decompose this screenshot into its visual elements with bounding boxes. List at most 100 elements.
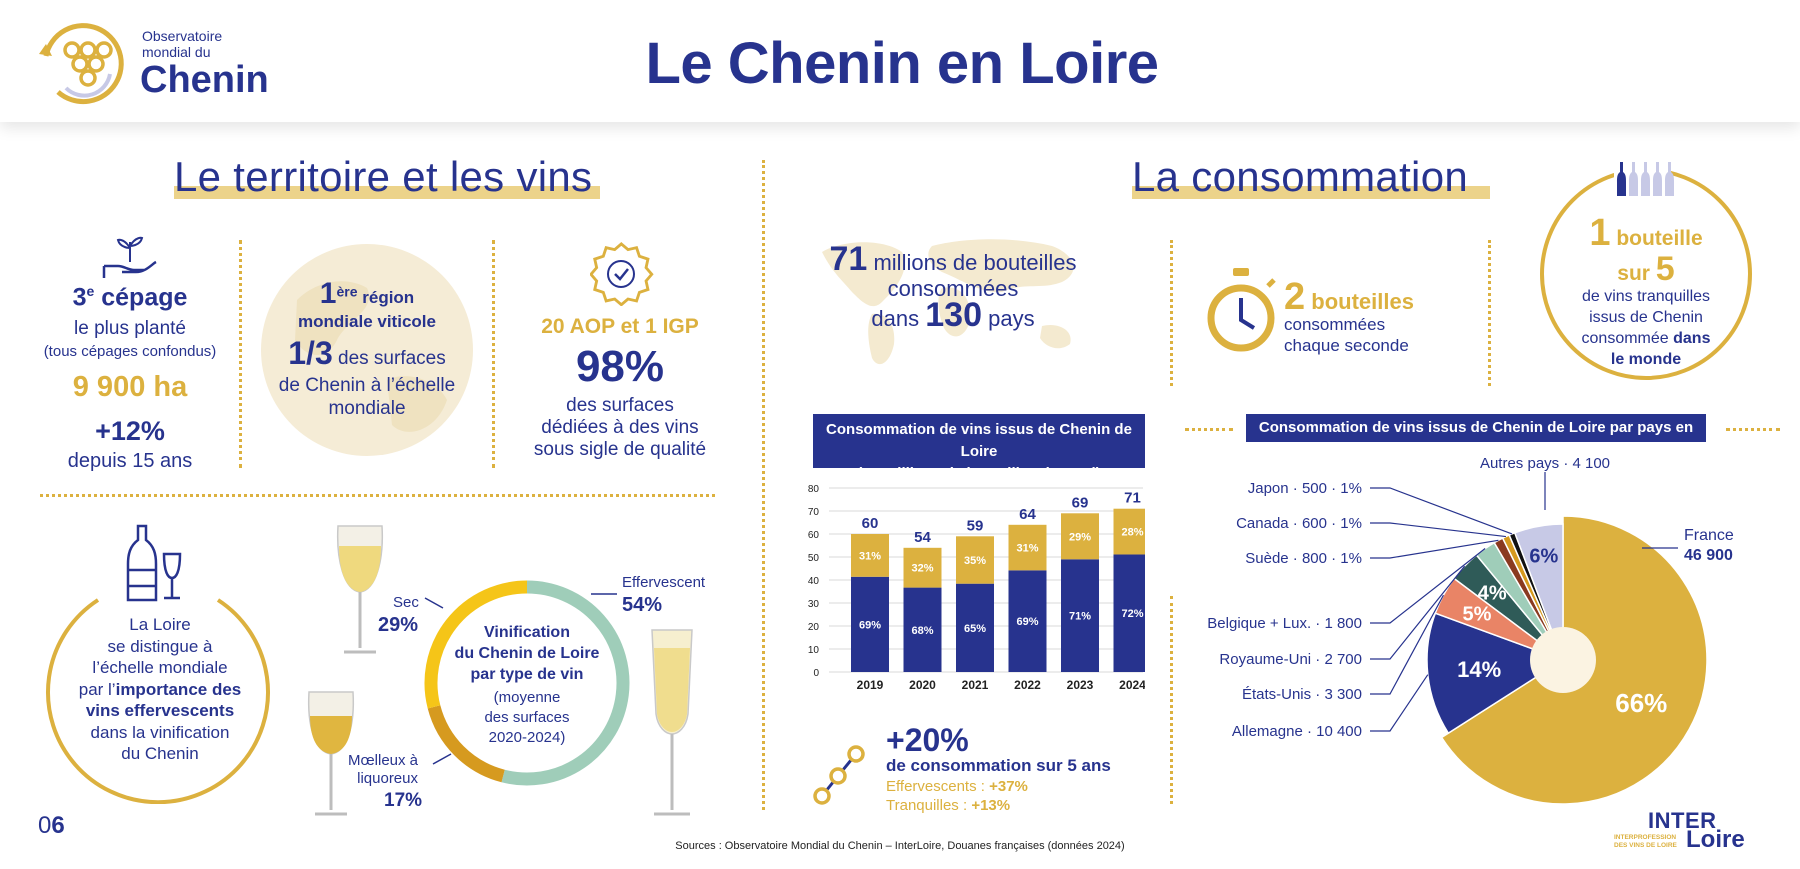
sur-word: sur — [1617, 262, 1650, 285]
sec-label: Sec — [393, 594, 419, 611]
x-tick-label: 2021 — [962, 678, 989, 692]
right-section-title: La consommation — [1132, 153, 1469, 200]
loire-line6: dans la vinification — [90, 722, 230, 742]
bar-pct-label: 29% — [1069, 531, 1091, 543]
bottles-line3: dans 130 pays — [818, 298, 1088, 332]
bar-pct-label: 71% — [1069, 611, 1091, 623]
region-rank-word: région — [362, 288, 415, 307]
countries-num: 130 — [925, 296, 982, 334]
donut-center-sub: (moyenne des surfaces 2020-2024) — [452, 688, 602, 748]
bar-segment-still — [851, 576, 889, 672]
bar-pct-label: 31% — [1016, 543, 1038, 555]
bar-title1: Consommation de vins issus de Chenin de … — [826, 421, 1132, 460]
interloire-sub1: INTERPROFESSION — [1614, 834, 1677, 841]
loire-line4a: par l’ — [78, 679, 116, 699]
world-map-illustration — [822, 239, 1074, 365]
bar-total-label: 64 — [1019, 506, 1036, 523]
growth-tranq-label: Tranquilles : — [886, 797, 972, 814]
pie-leader-line — [1370, 565, 1466, 660]
pie-country-label: Allemagne · 10 400 — [1232, 723, 1362, 740]
bar-segment-sparkling — [1008, 524, 1047, 571]
hand-plant-icon — [102, 236, 157, 278]
vinification-donut-chart — [424, 580, 630, 786]
divider-1 — [239, 240, 242, 468]
per-second-stat: 2 bouteilles — [1284, 276, 1414, 319]
loire-line7: du Chenin — [121, 744, 199, 763]
pie-country-label: Canada · 600 · 1% — [1236, 515, 1362, 532]
bottles-line1: 71 millions de bouteilles — [818, 242, 1088, 276]
growth-eff-value: +37% — [989, 778, 1028, 795]
donut-center2: du Chenin de Loire — [454, 645, 600, 662]
bar-segment-still — [1061, 559, 1099, 672]
one-line3a: consommée — [1581, 330, 1669, 347]
loire-line3: l’échelle mondiale — [92, 658, 228, 677]
white-wine-glass-icon — [336, 525, 384, 654]
sec-value: 29% — [378, 614, 419, 636]
most-planted-label: le plus planté — [74, 318, 186, 339]
y-tick-label: 20 — [808, 622, 820, 633]
bar-segment-sparkling — [956, 536, 994, 584]
moel-label2: liquoreux — [357, 770, 418, 787]
donut-center3: par type de vin — [470, 666, 584, 683]
interloire-sub2: DES VINS DE LOIRE — [1614, 842, 1677, 849]
region-rank-number: 1 — [319, 277, 337, 310]
divider-5 — [1170, 596, 1173, 804]
sparkling-glass-icon — [651, 629, 693, 816]
loire-line5: vins effervescents — [85, 701, 235, 720]
stopwatch-icon — [1207, 268, 1276, 352]
logo-line1: Observatoire — [142, 28, 223, 44]
share-world: mondiale — [328, 398, 406, 419]
x-tick-label: 2020 — [909, 678, 936, 692]
divider-2 — [492, 240, 495, 468]
pie-leader-line — [1370, 548, 1486, 624]
donut-center5: des surfaces — [484, 709, 570, 726]
y-tick-label: 70 — [808, 507, 820, 518]
pie-pct-label: 4% — [1478, 582, 1507, 604]
bar-total-label: 71 — [1124, 490, 1141, 507]
pie-slice — [1513, 523, 1564, 661]
logo-line2: mondial du — [142, 44, 211, 60]
donut-center4: (moyenne — [493, 689, 561, 706]
page-number: 06 — [38, 812, 65, 840]
quality-line1: des surfaces — [566, 395, 674, 416]
growth-eff: Effervescents : +37% — [886, 778, 1028, 795]
share-value: 1/3 — [288, 335, 333, 371]
x-tick-label: 2022 — [1014, 678, 1041, 692]
all-varieties-label: (tous cépages confondus) — [43, 343, 217, 360]
share-text: des surfaces — [338, 348, 446, 369]
donut-arc — [424, 580, 528, 709]
header-bar — [0, 0, 1800, 122]
pie-country-label: États-Unis · 3 300 — [1242, 686, 1362, 703]
share-line: 1/3 des surfaces — [262, 335, 472, 372]
pie-pct-label: 5% — [1462, 603, 1491, 625]
bottles-stat: 71 millions de bouteilles consommées dan… — [818, 242, 1088, 332]
x-tick-label: 2023 — [1067, 678, 1094, 692]
bar-segment-still — [903, 587, 942, 672]
one-line2: issus de Chenin — [1589, 309, 1703, 326]
y-tick-label: 80 — [808, 484, 820, 495]
pie-center-hole — [1530, 627, 1596, 693]
grape-logo-icon — [39, 23, 124, 105]
pie-country-label: Autres pays · 4 100 — [1480, 455, 1610, 472]
growth-value: +12% — [95, 416, 165, 446]
pie-country-label: Belgique + Lux. · 1 800 — [1207, 615, 1362, 632]
pie-title-dots-left — [1185, 428, 1233, 431]
pie-leader-line — [1370, 487, 1513, 535]
y-tick-label: 0 — [813, 668, 819, 679]
five-num: 5 — [1655, 250, 1675, 288]
x-tick-label: 2019 — [857, 678, 884, 692]
quality-line3: sous sigle de qualité — [533, 439, 707, 460]
donut-center-title: Vinification du Chenin de Loire par type… — [452, 622, 602, 685]
donut-arc — [501, 580, 630, 786]
one-num: 1 — [1589, 212, 1611, 254]
rank-first-region: 1ère région — [262, 277, 472, 311]
bar-total-label: 60 — [862, 515, 879, 532]
page-number-light: 0 — [38, 812, 52, 839]
pie-country-label: France — [1684, 527, 1734, 544]
region-rank-suffix: ère — [336, 283, 358, 300]
bar-segment-sparkling — [903, 547, 942, 588]
growth-period: depuis 15 ans — [67, 450, 193, 472]
bottles-text2: consommées — [887, 276, 1019, 301]
donut-leader-lines — [424, 593, 617, 765]
one-in-five-line1: 1 bouteille — [1546, 212, 1746, 255]
